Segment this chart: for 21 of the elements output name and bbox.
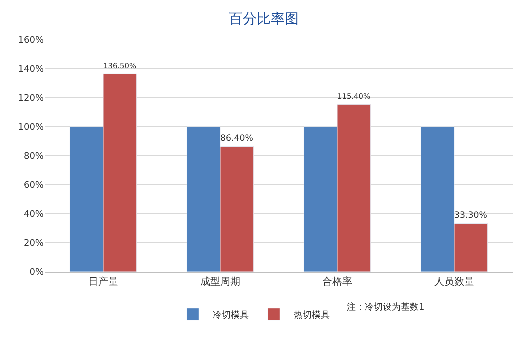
y-tick-label: 140% [18,65,44,76]
y-tick-label: 120% [18,94,44,104]
y-tick-label: 160% [18,36,44,46]
y-tick-label: 40% [24,210,44,220]
x-tick-label: 日产量 [88,276,118,288]
data-label: 115.40% [338,92,370,102]
x-tick-label: 成型周期 [200,276,240,288]
data-label: 33.30% [454,210,488,221]
y-tick-label: 80% [24,152,44,162]
legend-label: 冷切模具 [213,310,250,321]
y-tick-label: 100% [18,123,44,134]
chart-title: 百分比率图 [229,11,299,28]
text: 注：冷切设为基数1 [347,302,425,313]
y-tick-label: 0% [30,268,44,278]
y-tick-label: 60% [24,181,44,192]
x-tick-label: 人员数量 [434,277,474,288]
data-label: 136.50% [104,62,136,71]
legend-label: 热切模具 [294,310,330,321]
x-tick-label: 合格率 [322,276,352,288]
y-tick-label: 20% [24,239,44,250]
data-label: 86.40% [220,134,254,144]
